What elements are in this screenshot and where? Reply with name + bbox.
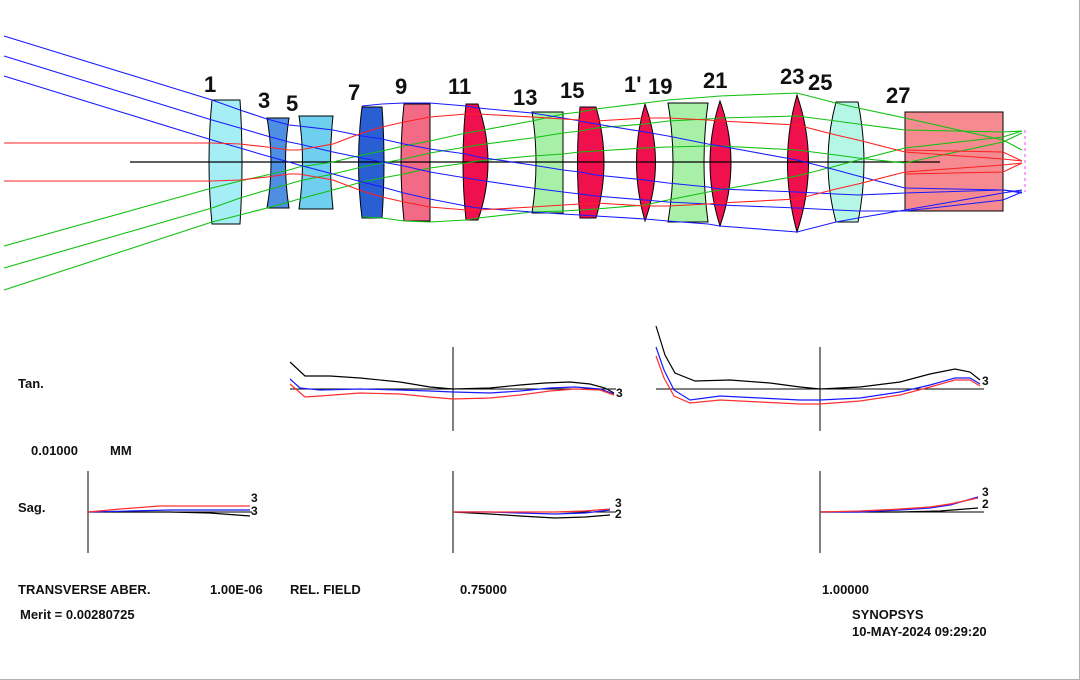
ray-mid-marginal-top <box>361 102 1023 193</box>
aberration-curves <box>87 325 981 519</box>
ray-axial-lower <box>4 162 1023 211</box>
sag-full-curve-blue <box>820 496 979 513</box>
surface-label: 1' <box>624 72 641 97</box>
curve-end-label: 3 <box>982 485 989 499</box>
curve-end-label: 3 <box>615 496 622 510</box>
tan-full-curve-black <box>655 325 981 390</box>
sag-axial-curve-red <box>87 505 250 513</box>
sag-axial-curve-black <box>88 511 251 517</box>
curve-end-labels: 3 3 3 3 3 2 3 2 <box>251 374 989 521</box>
surface-label: 15 <box>560 78 584 103</box>
tan-mid-curve-black <box>289 361 615 394</box>
surface-label: 5 <box>286 91 298 116</box>
lens-element-21 <box>709 99 732 228</box>
curve-end-label: 3 <box>251 504 258 518</box>
ray-mid-upper <box>3 35 1023 196</box>
surface-label: 1 <box>204 72 216 97</box>
sag-label: Sag. <box>18 500 46 515</box>
surface-labels: 1 3 5 7 9 11 13 15 1' 19 21 23 25 27 <box>204 64 910 116</box>
curve-end-label: 3 <box>616 386 623 400</box>
curve-end-label: 3 <box>982 374 989 388</box>
tan-full-curve-red <box>655 355 981 405</box>
rays-edge-field <box>3 92 1023 291</box>
surface-label: 27 <box>886 83 910 108</box>
curve-end-label: 2 <box>615 507 622 521</box>
sag-full-curve-red <box>819 497 979 513</box>
surface-label: 25 <box>808 70 832 95</box>
surface-label: 9 <box>395 74 407 99</box>
timestamp: 10-MAY-2024 09:29:20 <box>852 624 987 639</box>
tan-mid-curve-blue <box>289 378 615 395</box>
ray-edge-chief <box>3 115 1023 269</box>
ray-axial-mid-lower <box>904 162 1023 175</box>
tan-label: Tan. <box>18 376 44 391</box>
sag-axial-curve-blue <box>87 509 250 513</box>
ray-axial-upper <box>4 113 1023 162</box>
aberration-axes <box>87 347 984 553</box>
surface-label: 7 <box>348 80 360 105</box>
scale-value: 0.01000 <box>31 443 78 458</box>
rel-field-label: REL. FIELD <box>290 582 361 597</box>
surface-label: 21 <box>703 68 727 93</box>
surface-label: 19 <box>648 74 672 99</box>
sag-mid-curve-red <box>453 508 611 513</box>
curve-end-label: 3 <box>251 491 258 505</box>
wavelength-value: 1.00E-06 <box>210 582 263 597</box>
rays-mid-field <box>3 35 1023 233</box>
ray-mid-chief <box>3 55 1023 212</box>
ray-axial-mid-upper <box>904 149 1023 162</box>
field-mid-value: 0.75000 <box>460 582 507 597</box>
surface-label: 3 <box>258 88 270 113</box>
tan-full-curve-blue <box>655 346 981 401</box>
sag-mid-curve-black <box>452 511 611 519</box>
ray-mid-lower <box>3 75 1023 233</box>
transverse-aber-label: TRANSVERSE ABER. <box>18 582 151 597</box>
ray-edge-upper <box>3 92 1023 247</box>
rays-axial <box>4 113 1023 211</box>
tan-mid-curve-red <box>289 383 615 400</box>
field-full-value: 1.00000 <box>822 582 869 597</box>
scale-unit: MM <box>110 443 132 458</box>
curve-end-label: 2 <box>982 497 989 511</box>
lens-element-3 <box>266 117 290 209</box>
lens-element-23 <box>787 93 809 234</box>
ray-edge-lower <box>3 132 1023 291</box>
ray-edge-marginal-low <box>361 130 1023 223</box>
merit-value: Merit = 0.00280725 <box>20 607 135 622</box>
program-name: SYNOPSYS <box>852 607 924 622</box>
prism-27 <box>904 111 1004 212</box>
surface-label: 23 <box>780 64 804 89</box>
surface-label: 13 <box>513 85 537 110</box>
surface-label: 11 <box>448 74 471 99</box>
